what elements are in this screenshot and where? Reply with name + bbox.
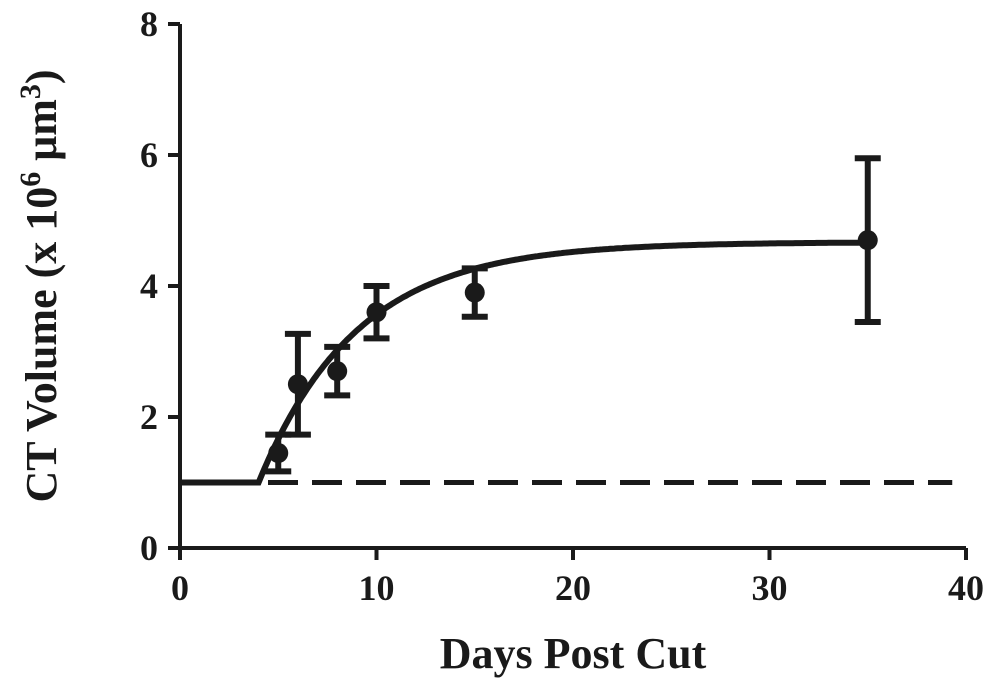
y-axis-title-main: CT Volume (x 10 [17,187,66,503]
data-points [265,155,881,475]
y-tick-label: 4 [140,266,158,306]
y-tick-label: 8 [140,4,158,44]
data-point [857,230,878,251]
axes [178,24,966,550]
x-tick-label: 10 [359,568,395,608]
data-point [287,374,308,395]
x-tick-label: 20 [555,568,591,608]
x-tick-label: 30 [752,568,788,608]
y-axis-title-close: ) [17,69,66,84]
y-axis-title-exp2: 3 [14,84,47,99]
y-axis-title-unit: μm [17,99,66,172]
data-point [366,302,387,323]
x-axis-title: Days Post Cut [440,629,707,678]
fit-curve-path [180,239,868,486]
data-point [464,282,485,303]
x-tick-label: 40 [948,568,984,608]
data-point [268,443,289,464]
y-ticks: 0 2 4 6 8 [140,4,180,568]
y-axis-title: CT Volume (x 106 μm3) [14,69,66,502]
x-tick-label: 0 [171,568,189,608]
y-axis-title-exp1: 6 [14,172,47,187]
y-tick-label: 0 [140,528,158,568]
y-tick-label: 6 [140,135,158,175]
data-point [327,361,348,382]
fit-curve [180,239,868,486]
x-ticks: 0 10 20 30 40 [171,548,984,608]
y-tick-label: 2 [140,397,158,437]
